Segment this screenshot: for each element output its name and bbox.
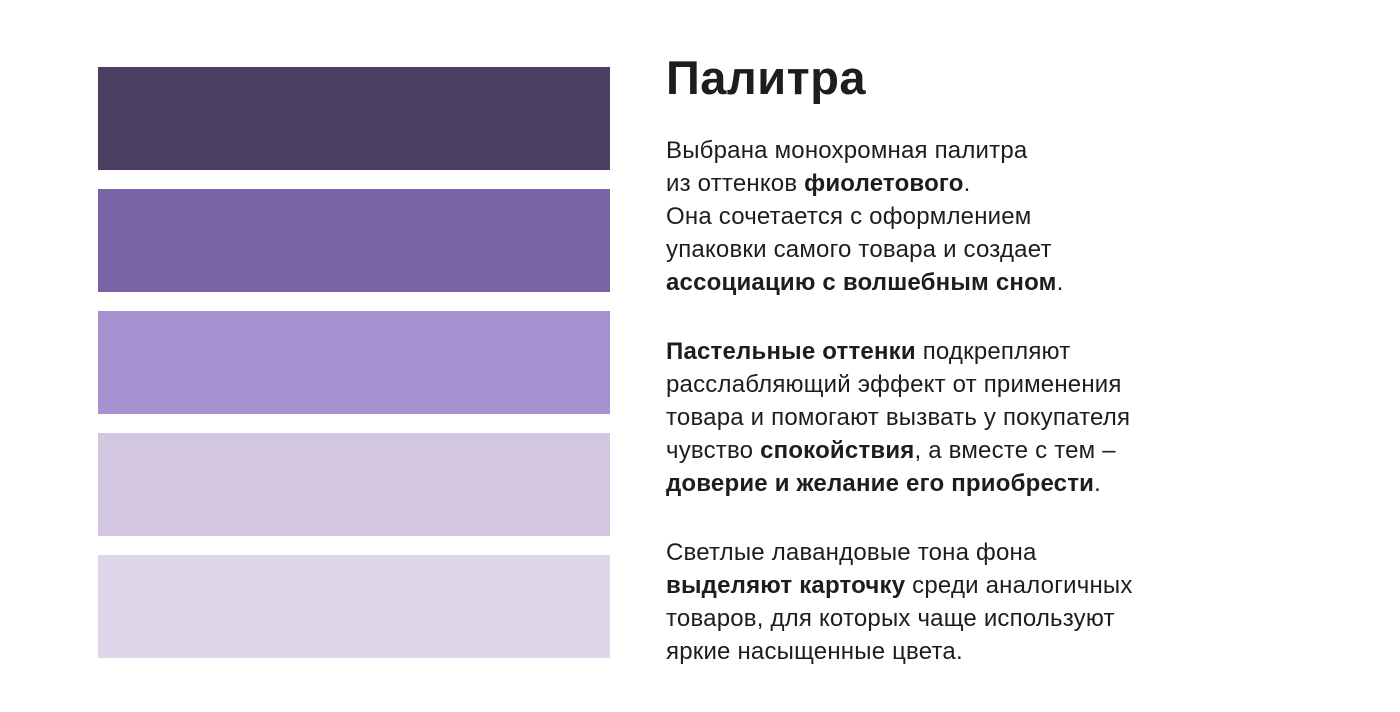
- text: яркие насыщенные цвета.: [666, 638, 963, 665]
- text-bold: фиолетового: [804, 170, 964, 197]
- paragraph-1: Выбрана монохромная палитра из оттенков ф…: [666, 134, 1328, 299]
- text-bold: спокойствия: [760, 437, 915, 464]
- text: среди аналогичных: [905, 572, 1133, 599]
- text: товара и помогают вызвать у покупателя: [666, 404, 1131, 431]
- palette-swatch-lightest-lavender: [98, 555, 610, 658]
- text: .: [963, 170, 971, 197]
- text: товаров, для которых чаще используют: [666, 605, 1115, 632]
- text: подкрепляют: [915, 338, 1071, 365]
- palette-swatch-medium-violet: [98, 189, 610, 292]
- text-bold: ассоциацию с волшебным сном: [666, 269, 1057, 296]
- palette-swatch-pale-lilac: [98, 433, 610, 536]
- text: из оттенков: [666, 170, 805, 197]
- palette-swatch-lavender: [98, 311, 610, 414]
- page-title: Палитра: [666, 51, 867, 104]
- text: , а вместе с тем –: [914, 437, 1116, 464]
- text-bold: доверие и желание его приобрести: [666, 470, 1095, 497]
- text: Светлые лавандовые тона фона: [666, 539, 1037, 566]
- text: Выбрана монохромная палитра: [666, 137, 1028, 164]
- text-bold: выделяют карточку: [666, 572, 906, 599]
- palette-content: Палитра Выбрана монохромная палитра из от…: [666, 50, 1328, 668]
- paragraph-2: Пастельные оттенки подкрепляют расслабляю…: [666, 335, 1328, 500]
- text: .: [1056, 269, 1064, 296]
- text: расслабляющий эффект от применения: [666, 371, 1122, 398]
- paragraph-3: Светлые лавандовые тона фона выделяют кар…: [666, 536, 1328, 668]
- text-bold: Пастельные оттенки: [666, 338, 916, 365]
- text: упаковки самого товара и создает: [666, 236, 1052, 263]
- text: чувство: [666, 437, 761, 464]
- palette-swatch-dark-violet: [98, 67, 610, 170]
- palette-description: Выбрана монохромная палитра из оттенков ф…: [666, 134, 1328, 668]
- text: .: [1094, 470, 1102, 497]
- text: Она сочетается с оформлением: [666, 203, 1032, 230]
- palette-swatches: [98, 67, 610, 658]
